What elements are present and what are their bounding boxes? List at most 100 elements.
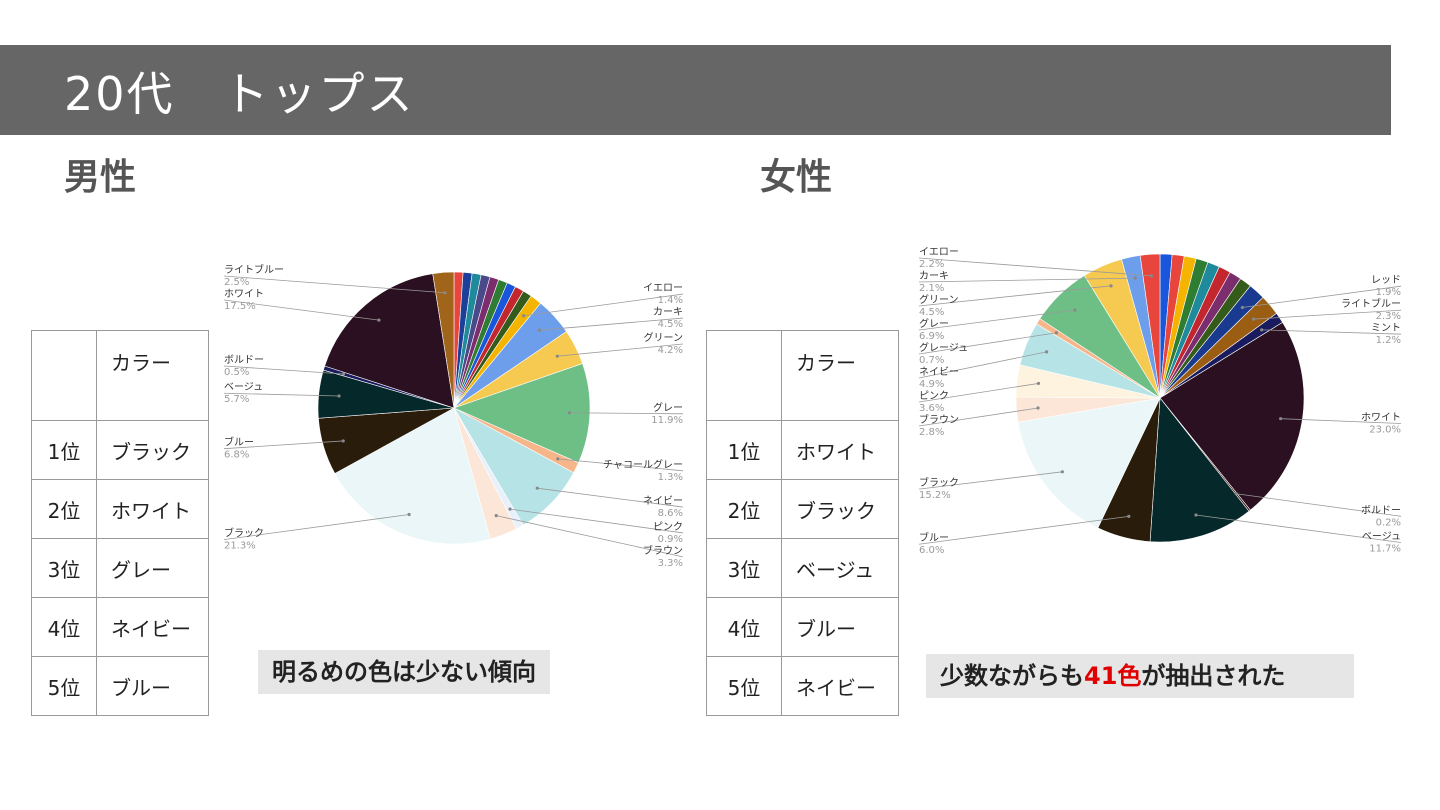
- leader-dot: [1045, 350, 1049, 354]
- leader-line: [539, 317, 684, 331]
- slice-percent: 2.8%: [919, 427, 944, 438]
- slice-percent: 1.3%: [658, 472, 683, 483]
- slice-label: ベージュ: [1362, 531, 1401, 543]
- leader-line: [918, 383, 1039, 403]
- slice-percent: 6.8%: [224, 450, 249, 461]
- leader-line: [918, 332, 1057, 355]
- slice-percent: 3.6%: [919, 403, 944, 414]
- slice-percent: 0.2%: [1376, 517, 1401, 528]
- table-header-color: カラー: [781, 330, 899, 421]
- leader-dot: [1060, 470, 1064, 474]
- leader-line: [223, 392, 340, 397]
- table-header-row: カラー: [706, 330, 899, 421]
- pie-slice: [453, 363, 591, 464]
- slice-percent: 23.0%: [1369, 425, 1401, 436]
- page-title: 20代 トップス: [64, 67, 415, 121]
- pie-slice: [1149, 397, 1250, 543]
- slice-label: グリーン: [919, 293, 959, 306]
- table-row: 3位 グレー: [31, 538, 209, 598]
- slice-percent: 1.4%: [658, 295, 683, 306]
- slice-percent: 11.7%: [1369, 544, 1401, 555]
- slice-label: ミント: [1371, 323, 1401, 334]
- table-row: 5位 ネイビー: [706, 656, 899, 716]
- leader-line: [1195, 514, 1402, 543]
- leader-line: [509, 508, 684, 534]
- leader-dot: [1036, 406, 1040, 410]
- slice-percent: 2.5%: [224, 277, 249, 288]
- slice-percent: 8.6%: [658, 508, 683, 519]
- pie-slice: [324, 273, 455, 409]
- table-row: 5位 ブルー: [31, 656, 209, 716]
- slice-label: ブルー: [224, 436, 254, 449]
- leader-dot: [535, 486, 539, 490]
- leader-dot: [1073, 308, 1077, 312]
- slice-label: ピンク: [653, 521, 683, 533]
- leader-dot: [494, 514, 498, 518]
- leader-line: [523, 293, 684, 317]
- leader-dot: [1260, 328, 1264, 332]
- slice-percent: 4.5%: [658, 319, 683, 330]
- leader-line: [223, 440, 344, 450]
- slice-label: ベージュ: [224, 381, 263, 393]
- slice-percent: 6.9%: [919, 331, 944, 342]
- leader-dot: [407, 512, 411, 517]
- leader-line: [223, 275, 445, 294]
- female-ranking-table: カラー 1位 ホワイト 2位 ブラック 3位 ベージュ 4位 ブルー 5位 ネイ…: [706, 330, 899, 716]
- slice-label: カーキ: [653, 306, 683, 318]
- title-bar: [0, 45, 1391, 135]
- leader-line: [1236, 493, 1402, 517]
- leader-dot: [508, 507, 512, 511]
- leader-line: [1280, 418, 1402, 424]
- female-section-title: 女性: [760, 157, 833, 198]
- slice-percent: 4.9%: [919, 379, 944, 390]
- leader-dot: [1127, 514, 1131, 518]
- pie-slice: [1017, 397, 1161, 529]
- leader-line: [557, 458, 684, 472]
- slice-label: グリーン: [644, 331, 684, 344]
- slice-label: ボルドー: [224, 354, 264, 366]
- slice-label: ブルー: [919, 531, 949, 544]
- slice-percent: 4.2%: [658, 345, 683, 356]
- leader-dot: [1133, 276, 1137, 280]
- slice-percent: 0.7%: [919, 355, 944, 366]
- pie-slice: [334, 407, 491, 545]
- leader-dot: [1109, 284, 1113, 288]
- slice-label: ホワイト: [1361, 412, 1401, 424]
- female-note: 少数ながらも41色が抽出された: [926, 654, 1354, 698]
- slice-percent: 2.2%: [919, 259, 944, 270]
- leader-line: [1253, 309, 1402, 320]
- leader-dot: [1234, 492, 1238, 496]
- color-count-highlight: 41色: [1084, 662, 1142, 690]
- table-row: 1位 ホワイト: [706, 420, 899, 480]
- leader-dot: [1279, 417, 1283, 421]
- leader-dot: [1149, 274, 1154, 278]
- leader-dot: [1054, 331, 1059, 335]
- leader-line: [918, 407, 1039, 427]
- leader-dot: [567, 411, 572, 415]
- leader-line: [918, 309, 1075, 331]
- slice-label: ホワイト: [224, 288, 264, 300]
- slice-percent: 1.9%: [1376, 287, 1401, 298]
- slice-percent: 11.9%: [651, 415, 683, 426]
- leader-line: [223, 514, 410, 540]
- slice-percent: 21.3%: [224, 541, 256, 552]
- slice-percent: 4.5%: [919, 307, 944, 318]
- slice-percent: 15.2%: [919, 490, 951, 501]
- slice-label: ボルドー: [1361, 504, 1401, 516]
- leader-line: [918, 515, 1129, 545]
- leader-dot: [1194, 513, 1198, 517]
- leader-line: [918, 257, 1152, 277]
- slice-label: チャコールグレー: [603, 458, 683, 471]
- leader-line: [557, 343, 684, 357]
- table-row: 3位 ベージュ: [706, 538, 899, 598]
- leader-line: [537, 487, 684, 508]
- table-row: 2位 ホワイト: [31, 479, 209, 539]
- leader-dot: [537, 328, 542, 332]
- slice-label: ピンク: [919, 390, 949, 402]
- slice-percent: 2.3%: [1376, 311, 1401, 322]
- leader-dot: [377, 318, 381, 322]
- slice-label: カーキ: [919, 270, 949, 282]
- male-ranking-table: カラー 1位 ブラック 2位 ホワイト 3位 グレー 4位 ネイビー 5位 ブル…: [31, 330, 209, 716]
